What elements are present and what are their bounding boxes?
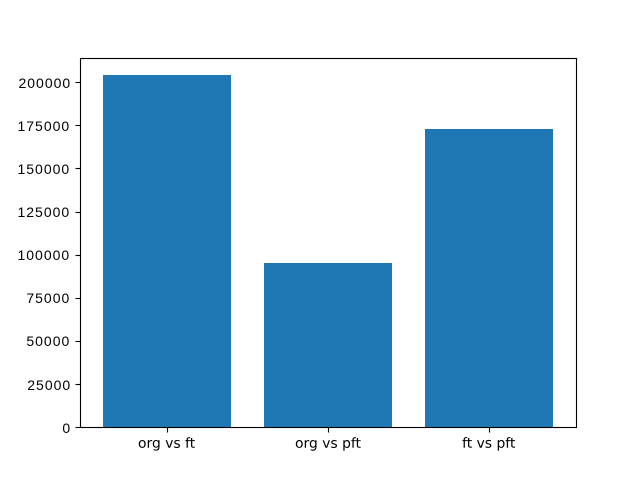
svg-text:200000: 200000 — [18, 75, 71, 91]
svg-text:175000: 175000 — [17, 118, 70, 134]
svg-text:150000: 150000 — [17, 161, 70, 177]
svg-text:75000: 75000 — [26, 290, 70, 306]
svg-text:125000: 125000 — [17, 204, 70, 220]
svg-text:100000: 100000 — [17, 247, 70, 263]
svg-text:0: 0 — [62, 420, 71, 436]
svg-text:50000: 50000 — [26, 333, 70, 349]
svg-text:25000: 25000 — [27, 377, 71, 393]
